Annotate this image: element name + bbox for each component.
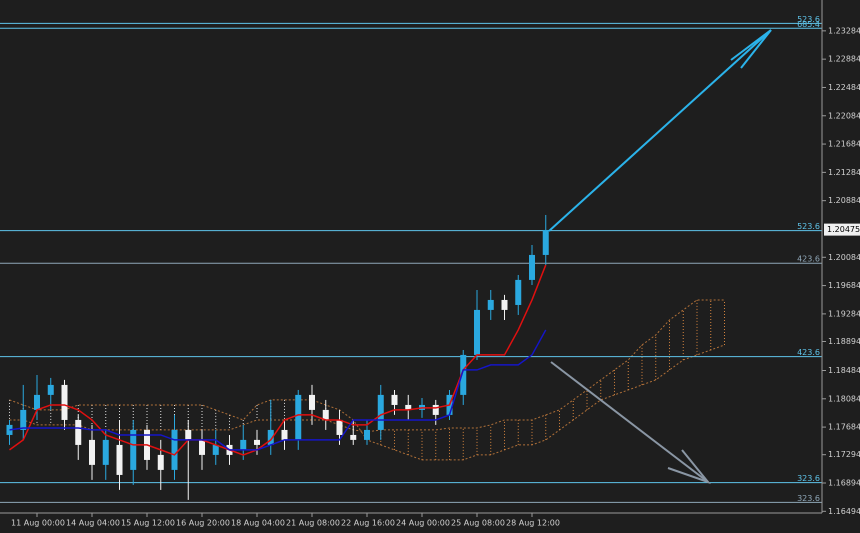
candle-body	[102, 439, 109, 465]
candle-body	[34, 394, 40, 410]
candle-body	[89, 439, 95, 465]
level-label: 323.6	[797, 494, 820, 503]
candle-body	[212, 444, 219, 455]
level-label: 523.6	[797, 15, 820, 24]
y-tick-label: 1.17294	[828, 450, 860, 459]
candle-body	[474, 309, 480, 355]
y-tick-label: 1.22884	[828, 55, 860, 64]
candle-body	[322, 409, 329, 420]
y-tick-label: 1.21684	[828, 140, 860, 149]
candle-body	[157, 454, 164, 470]
y-tick-label: 1.23284	[828, 26, 860, 35]
x-tick-label: 25 Aug 08:00	[451, 519, 505, 528]
level-label: 685.4	[797, 20, 820, 29]
trend-line	[550, 361, 709, 483]
y-tick-label: 1.16494	[828, 507, 860, 516]
indicator-line	[9, 264, 547, 456]
y-tick-label: 1.19684	[828, 281, 860, 290]
y-tick-label: 1.18484	[828, 366, 860, 375]
candle-body	[529, 254, 535, 280]
candle-body	[116, 444, 123, 475]
trend-line	[548, 29, 772, 232]
y-tick-label: 1.20084	[828, 253, 860, 262]
level-label: 523.6	[797, 222, 820, 231]
level-label: 323.6	[797, 474, 820, 483]
x-tick-label: 15 Aug 12:00	[121, 519, 175, 528]
indicator-line	[9, 329, 547, 451]
cloud-edge	[9, 299, 725, 433]
candle-body	[377, 394, 384, 430]
level-label: 423.6	[797, 255, 820, 264]
y-tick-label: 1.18084	[828, 394, 860, 403]
candle-body	[460, 354, 467, 395]
candle-body	[295, 394, 302, 440]
candle-body	[75, 419, 82, 445]
y-tick-label: 1.21284	[828, 168, 860, 177]
candle-body	[20, 409, 27, 430]
y-tick-label: 1.22484	[828, 83, 860, 92]
candle-body	[391, 394, 398, 405]
candle-body	[254, 439, 260, 445]
last-price-label: 1.20475	[827, 225, 860, 234]
candle-body	[199, 439, 205, 455]
x-tick-label: 24 Aug 00:00	[396, 519, 450, 528]
x-tick-label: 14 Aug 04:00	[66, 519, 120, 528]
target-arrow	[548, 29, 772, 232]
candle-body	[309, 394, 315, 410]
candle-body	[185, 429, 192, 440]
candle-body	[515, 279, 522, 305]
y-tick-label: 1.19284	[828, 309, 860, 318]
candle-body	[336, 419, 343, 435]
candle-body	[364, 429, 370, 440]
x-tick-label: 22 Aug 16:00	[341, 519, 395, 528]
x-tick-label: 16 Aug 20:00	[176, 519, 230, 528]
candle-body	[432, 404, 439, 415]
candle-body	[61, 384, 68, 420]
candle-body	[542, 229, 549, 255]
y-tick-label: 1.22084	[828, 111, 860, 120]
level-label: 423.6	[797, 348, 820, 357]
y-tick-label: 1.18894	[828, 337, 860, 346]
x-tick-label: 18 Aug 04:00	[231, 519, 285, 528]
alt-arrow	[550, 361, 712, 485]
candle-body	[267, 429, 274, 445]
y-tick-label: 1.17684	[828, 423, 860, 432]
candle-body	[171, 429, 178, 470]
candle-body	[47, 384, 54, 395]
candle-body	[405, 404, 412, 410]
candle-body	[281, 429, 288, 440]
arrow-head	[730, 29, 772, 69]
x-tick-label: 28 Aug 12:00	[506, 519, 560, 528]
candle-body	[487, 299, 494, 310]
y-tick-label: 1.20884	[828, 196, 860, 205]
x-tick-label: 21 Aug 08:00	[286, 519, 340, 528]
candle-body	[501, 299, 508, 310]
y-tick-label: 1.16894	[828, 478, 860, 487]
candle-body	[240, 439, 247, 450]
x-tick-label: 11 Aug 00:00	[11, 519, 65, 528]
candle-body	[350, 434, 357, 440]
arrow-head	[667, 449, 712, 485]
last-price-box	[824, 223, 860, 236]
candle-body	[130, 429, 137, 470]
